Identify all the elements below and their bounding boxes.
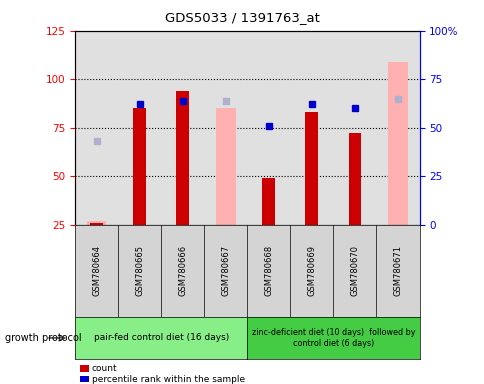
Bar bbox=[262, 178, 275, 225]
Bar bbox=[305, 112, 318, 225]
Text: GSM780671: GSM780671 bbox=[393, 245, 402, 296]
Text: growth protocol: growth protocol bbox=[5, 333, 81, 343]
Text: GSM780664: GSM780664 bbox=[92, 245, 101, 296]
Text: GSM780667: GSM780667 bbox=[221, 245, 230, 296]
Text: GSM780669: GSM780669 bbox=[307, 245, 316, 296]
Text: GSM780670: GSM780670 bbox=[350, 245, 359, 296]
Text: GSM780666: GSM780666 bbox=[178, 245, 187, 296]
Bar bbox=[87, 221, 106, 225]
Text: GSM780668: GSM780668 bbox=[264, 245, 273, 296]
Bar bbox=[90, 223, 103, 225]
Text: GSM780665: GSM780665 bbox=[135, 245, 144, 296]
Text: percentile rank within the sample: percentile rank within the sample bbox=[91, 374, 244, 384]
Bar bbox=[133, 108, 146, 225]
Text: zinc-deficient diet (10 days)  followed by
control diet (6 days): zinc-deficient diet (10 days) followed b… bbox=[251, 328, 414, 348]
Bar bbox=[388, 62, 407, 225]
Text: GDS5033 / 1391763_at: GDS5033 / 1391763_at bbox=[165, 12, 319, 25]
Bar bbox=[176, 91, 189, 225]
Bar bbox=[216, 108, 235, 225]
Text: count: count bbox=[91, 364, 117, 373]
Bar bbox=[348, 134, 361, 225]
Text: pair-fed control diet (16 days): pair-fed control diet (16 days) bbox=[93, 333, 228, 343]
